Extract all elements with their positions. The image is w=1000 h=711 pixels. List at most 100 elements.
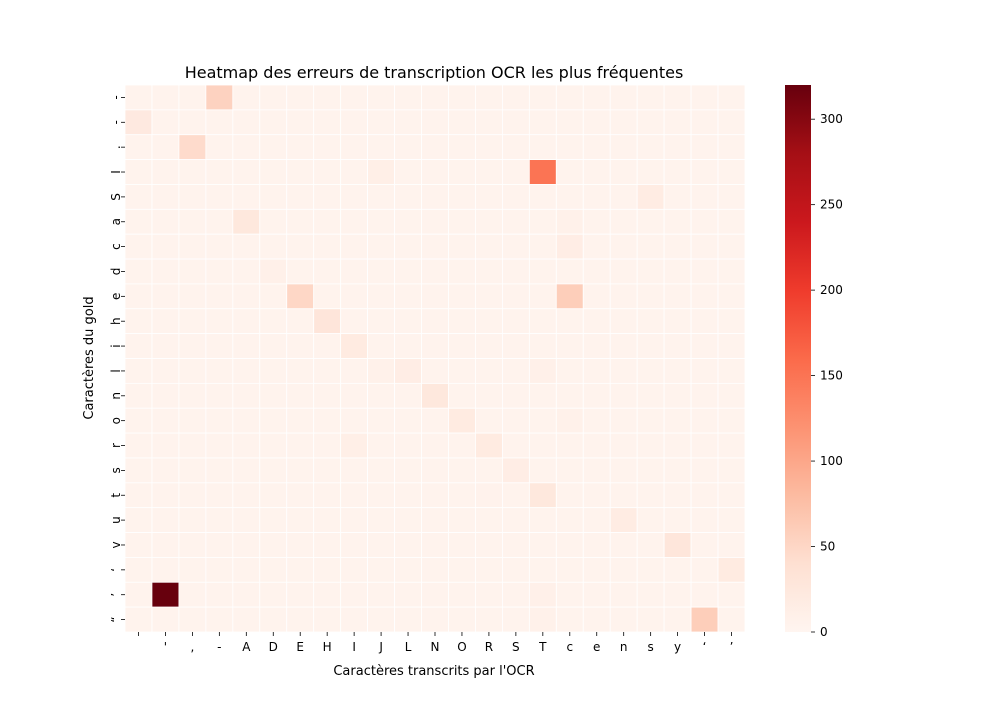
heatmap-cell bbox=[609, 84, 638, 111]
heatmap-cell bbox=[421, 606, 449, 633]
heatmap-cell bbox=[367, 208, 395, 235]
heatmap-cell bbox=[528, 606, 557, 633]
heatmap-cell bbox=[582, 457, 611, 484]
heatmap-cell bbox=[313, 283, 342, 310]
heatmap-cell bbox=[421, 258, 449, 285]
heatmap-cell bbox=[178, 184, 207, 210]
heatmap-cell bbox=[528, 532, 557, 558]
heatmap-cell bbox=[582, 507, 611, 533]
heatmap-cell bbox=[340, 109, 369, 136]
heatmap-cell bbox=[690, 507, 719, 533]
heatmap-cell bbox=[475, 358, 503, 384]
heatmap-cell bbox=[313, 382, 342, 409]
heatmap-cell bbox=[528, 507, 557, 533]
heatmap-cell bbox=[475, 333, 503, 359]
heatmap-cell bbox=[205, 258, 234, 285]
heatmap-cell bbox=[609, 208, 638, 235]
y-tick-label: a bbox=[109, 218, 123, 225]
heatmap-cell bbox=[636, 84, 665, 111]
heatmap-cell bbox=[205, 308, 234, 335]
heatmap-cell bbox=[340, 134, 369, 160]
heatmap-cell bbox=[636, 532, 665, 558]
heatmap-cell bbox=[340, 333, 369, 359]
heatmap-cell bbox=[259, 581, 288, 608]
colorbar-tick-label: 100 bbox=[820, 454, 843, 468]
y-tick-label: u bbox=[109, 516, 123, 524]
heatmap-cell bbox=[421, 184, 449, 210]
heatmap-cell bbox=[313, 134, 342, 160]
x-tick-label: s bbox=[648, 640, 654, 654]
heatmap-cell bbox=[609, 283, 638, 310]
heatmap-cell bbox=[609, 258, 638, 285]
heatmap-cell bbox=[151, 134, 180, 160]
heatmap-cell bbox=[313, 184, 342, 210]
heatmap-cell bbox=[286, 382, 315, 409]
heatmap-cell bbox=[178, 283, 207, 310]
heatmap-cell bbox=[151, 184, 180, 210]
heatmap-cell bbox=[528, 109, 557, 136]
heatmap-cell bbox=[717, 258, 746, 285]
heatmap-cell bbox=[663, 159, 692, 185]
x-tick-label: E bbox=[296, 640, 304, 654]
heatmap-cell bbox=[259, 557, 288, 583]
heatmap-cell bbox=[582, 333, 611, 359]
heatmap-cell bbox=[259, 407, 288, 434]
heatmap-cell bbox=[232, 84, 261, 111]
heatmap-cell bbox=[636, 407, 665, 434]
heatmap-cell bbox=[340, 233, 369, 260]
heatmap-cell bbox=[124, 581, 153, 608]
heatmap-cell bbox=[232, 382, 261, 409]
heatmap-cell bbox=[367, 557, 395, 583]
heatmap-cell bbox=[367, 134, 395, 160]
heatmap-cell bbox=[205, 507, 234, 533]
heatmap-cell bbox=[367, 432, 395, 459]
heatmap-cell bbox=[555, 258, 584, 285]
heatmap-cell bbox=[178, 532, 207, 558]
heatmap-cell bbox=[178, 581, 207, 608]
heatmap-cell bbox=[151, 407, 180, 434]
heatmap-cell bbox=[313, 532, 342, 558]
y-axis-label: Caractères du gold bbox=[82, 296, 97, 419]
x-tick-label: c bbox=[566, 640, 573, 654]
heatmap-cell bbox=[367, 606, 395, 633]
heatmap-cell bbox=[609, 581, 638, 608]
heatmap-cell bbox=[717, 333, 746, 359]
heatmap-cell bbox=[421, 507, 449, 533]
heatmap-cell bbox=[448, 432, 476, 459]
heatmap-cell bbox=[124, 457, 153, 484]
x-tick-label: ‘ bbox=[703, 640, 707, 654]
heatmap-cell bbox=[421, 382, 449, 409]
heatmap-cell bbox=[151, 432, 180, 459]
heatmap-cell bbox=[205, 84, 234, 111]
heatmap-cell bbox=[501, 184, 530, 210]
heatmap-cell bbox=[690, 84, 719, 111]
heatmap-cell bbox=[663, 134, 692, 160]
x-tick-label: n bbox=[620, 640, 628, 654]
heatmap-cell bbox=[475, 283, 503, 310]
heatmap-cell bbox=[609, 109, 638, 136]
heatmap-cell bbox=[313, 84, 342, 111]
heatmap-cell bbox=[663, 532, 692, 558]
heatmap-cell bbox=[151, 382, 180, 409]
heatmap-cell bbox=[286, 208, 315, 235]
heatmap-cell bbox=[690, 358, 719, 384]
heatmap-cell bbox=[501, 208, 530, 235]
heatmap-cell bbox=[448, 283, 476, 310]
heatmap-cell bbox=[582, 532, 611, 558]
heatmap-cell bbox=[394, 482, 422, 509]
heatmap-cell bbox=[178, 308, 207, 335]
heatmap-cell bbox=[124, 233, 153, 260]
heatmap-cell bbox=[124, 333, 153, 359]
heatmap-cell bbox=[232, 606, 261, 633]
heatmap-cell bbox=[205, 457, 234, 484]
heatmap-cell bbox=[555, 208, 584, 235]
heatmap-cell bbox=[178, 109, 207, 136]
heatmap-cell bbox=[394, 84, 422, 111]
heatmap-cell bbox=[475, 432, 503, 459]
heatmap-cell bbox=[313, 208, 342, 235]
heatmap-cell bbox=[717, 184, 746, 210]
heatmap-cell bbox=[232, 333, 261, 359]
heatmap-cell bbox=[582, 283, 611, 310]
heatmap-cell bbox=[205, 382, 234, 409]
heatmap-cell bbox=[313, 482, 342, 509]
